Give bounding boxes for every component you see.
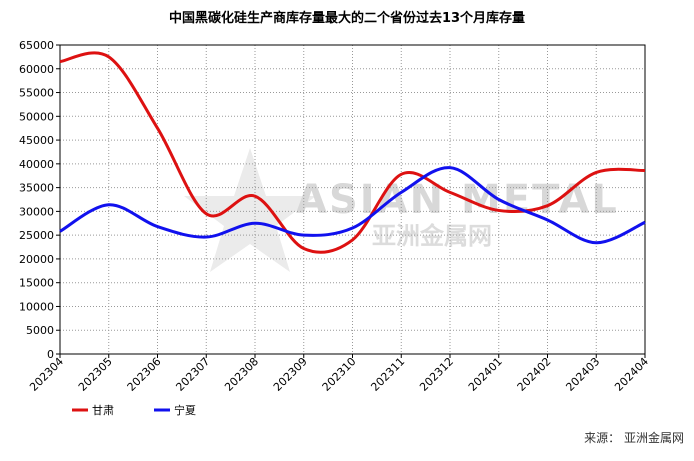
x-tick-label: 202312 — [417, 355, 456, 394]
x-tick-label: 202404 — [612, 355, 651, 394]
x-tick-label: 202401 — [466, 355, 505, 394]
source-label: 来源： 亚洲金属网 — [584, 430, 684, 445]
y-tick-label: 45000 — [19, 134, 54, 147]
plot-area-border — [59, 44, 646, 355]
x-tick-label: 202308 — [222, 355, 261, 394]
watermark: ASIAN METAL 亚洲金属网 — [184, 148, 619, 272]
y-tick-label: 30000 — [19, 205, 54, 218]
y-axis-ticks: 0 5000 10000 15000 20000 25000 30000 35000 40000… — [19, 39, 54, 361]
y-tick-label: 55000 — [19, 87, 54, 100]
y-tick-label: 40000 — [19, 158, 54, 171]
y-tick-label: 60000 — [19, 63, 54, 76]
x-axis-ticks: 202304 202305 202306 202307 202308 202309 2023… — [27, 355, 651, 394]
y-tick-label: 35000 — [19, 182, 54, 195]
watermark-star-icon — [184, 148, 316, 272]
x-tick-label: 202311 — [368, 355, 407, 394]
x-tick-label: 202306 — [125, 355, 164, 394]
x-tick-label: 202309 — [271, 355, 310, 394]
watermark-text: ASIAN METAL — [296, 177, 619, 223]
y-tick-label: 65000 — [19, 39, 54, 52]
y-tick-label: 0 — [47, 348, 54, 361]
watermark-subtext: 亚洲金属网 — [372, 222, 492, 250]
series-line-0 — [59, 51, 646, 254]
y-tick-label: 20000 — [19, 253, 54, 266]
x-tick-label: 202307 — [173, 355, 212, 394]
axes — [56, 44, 646, 358]
y-tick-label: 15000 — [19, 277, 54, 290]
x-tick-label: 202403 — [563, 355, 602, 394]
y-tick-label: 10000 — [19, 300, 54, 313]
x-tick-label: 202310 — [320, 355, 359, 394]
y-tick-label: 5000 — [26, 324, 54, 337]
series-line-1 — [59, 166, 646, 245]
x-tick-label: 202305 — [76, 355, 115, 394]
y-tick-label: 25000 — [19, 229, 54, 242]
series-lines — [59, 51, 646, 254]
y-tick-label: 50000 — [19, 110, 54, 123]
legend: 甘肃 宁夏 — [72, 403, 196, 417]
x-tick-label: 202402 — [515, 355, 554, 394]
legend-label: 宁夏 — [174, 403, 196, 417]
legend-label: 甘肃 — [92, 404, 114, 417]
chart-title: 中国黑碳化硅生产商库存量最大的二个省份过去13个月库存量 — [169, 10, 525, 26]
